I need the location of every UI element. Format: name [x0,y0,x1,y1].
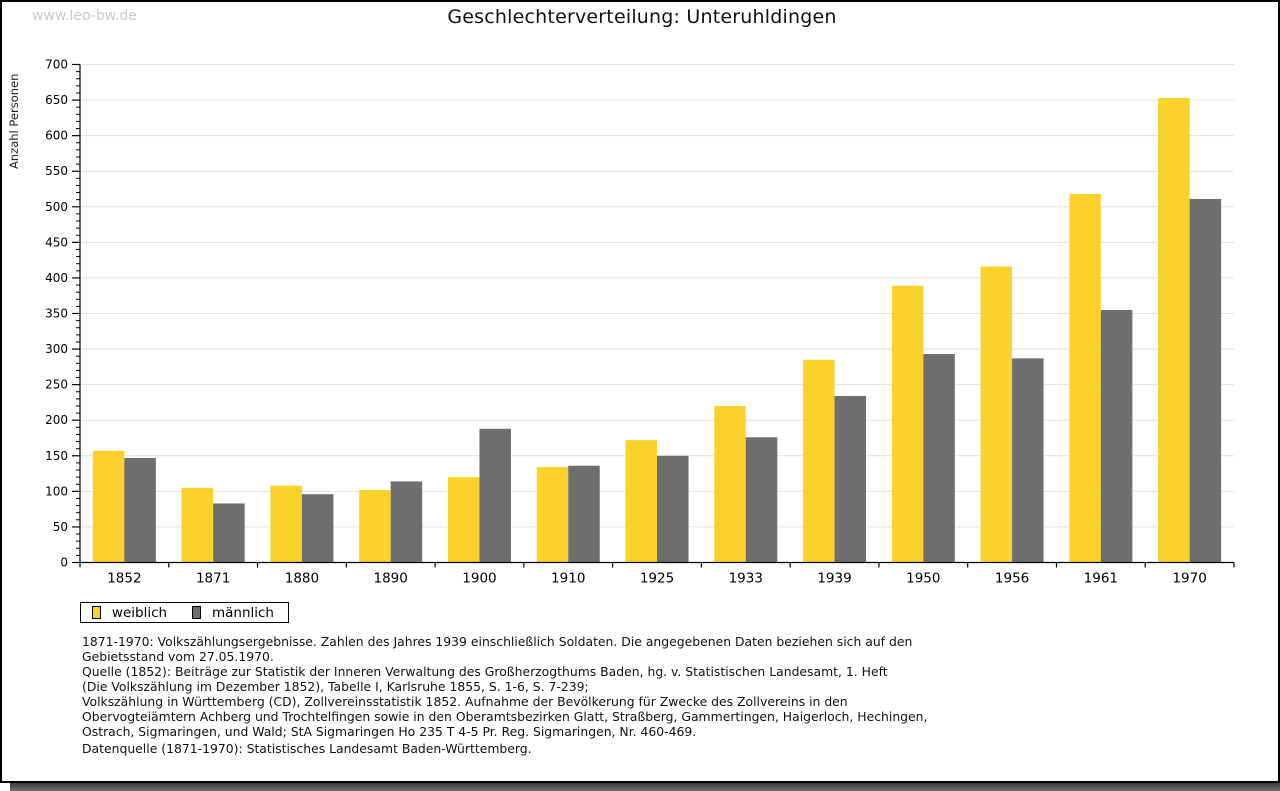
bar-weiblich-1910 [536,467,569,563]
x-tick-label-1910: 1910 [551,571,585,587]
bar-männlich-1950 [923,354,955,563]
x-tick-label-1880: 1880 [285,571,319,587]
legend-label-weiblich: weiblich [111,604,168,621]
bar-weiblich-1956 [980,266,1013,563]
bar-männlich-1970 [1189,198,1222,563]
source-note-line: 1871-1970: Volkszählungsergebnisse. Zahl… [82,634,913,649]
x-tick-label-1925: 1925 [640,571,674,587]
x-tick-label-1871: 1871 [196,571,230,587]
y-tick-label: 500 [45,200,68,214]
y-tick-label: 400 [45,271,68,285]
x-tick-label-1900: 1900 [462,571,496,587]
bar-weiblich-1933 [714,405,746,563]
x-tick-label-1933: 1933 [729,571,763,587]
bar-weiblich-1950 [891,285,924,563]
legend-label-maennlich: männlich [211,604,274,621]
source-note-line: Gebietsstand vom 27.05.1970. [82,649,274,664]
chart-area: 0 50 100 150 200 250 300 350 400 450 500 550 600 650 7… [45,58,1235,587]
x-tick-label-1950: 1950 [906,571,940,587]
y-tick-label: 0 [60,556,68,570]
bar-männlich-1925 [657,455,689,563]
x-tick-label-1890: 1890 [374,571,408,587]
source-note-line: Obervogteiämtern Achberg und Trochtelfin… [82,709,928,724]
bar-männlich-1900 [479,428,511,563]
bar-männlich-1880 [301,494,334,563]
y-tick-label: 350 [45,307,68,321]
y-tick-label: 450 [45,235,68,249]
datasource-note: Datenquelle (1871-1970): Statistisches L… [82,741,532,756]
bar-männlich-1956 [1012,358,1044,563]
bar-männlich-1933 [745,437,778,563]
bar-weiblich-1880 [270,485,302,563]
source-note-line: (Die Volkszählung im Dezember 1852), Tab… [82,679,589,694]
y-tick-label: 200 [45,413,68,427]
bar-weiblich-1939 [803,359,835,563]
watermark: www.leo-bw.de [32,8,137,24]
x-tick-label-1939: 1939 [817,571,851,587]
bar-männlich-1910 [568,465,600,563]
legend: weiblich männlich [80,602,289,623]
page-title: Geschlechterverteilung: Unteruhldingen [447,6,837,28]
bar-männlich-1871 [213,503,245,563]
bar-männlich-1961 [1100,309,1133,563]
x-tick-label-1970: 1970 [1172,571,1206,587]
source-note-line: Ostrach, Sigmaringen, und Wald; StA Sigm… [82,724,697,739]
y-tick-label: 250 [45,378,68,392]
bar-weiblich-1900 [447,477,480,563]
x-tick-label-1956: 1956 [995,571,1029,587]
y-tick-label: 650 [45,93,68,107]
y-tick-label: 300 [45,342,68,356]
legend-swatch-weiblich [92,606,101,619]
bar-weiblich-1970 [1158,97,1190,563]
bar-weiblich-1961 [1069,193,1101,563]
y-tick-label: 700 [45,58,68,72]
bar-männlich-1852 [124,457,156,563]
bar-männlich-1939 [834,396,867,563]
bar-weiblich-1871 [181,487,214,563]
y-tick-label: 50 [53,520,68,534]
y-tick-label: 600 [45,129,68,143]
source-note-line: Volkszählung in Württemberg (CD), Zollve… [82,694,848,709]
x-tick-label-1961: 1961 [1084,571,1118,587]
page-shadow [10,783,1280,791]
x-tick-label-1852: 1852 [107,571,141,587]
bar-männlich-1890 [390,481,423,563]
bar-weiblich-1890 [359,489,391,563]
bar-weiblich-1852 [92,450,125,563]
legend-swatch-maennlich [192,606,201,619]
source-notes: 1871-1970: Volkszählungsergebnisse. Zahl… [82,634,1202,739]
bar-weiblich-1925 [625,440,657,563]
y-tick-label: 550 [45,164,68,178]
y-tick-label: 100 [45,484,68,498]
source-note-line: Quelle (1852): Beiträge zur Statistik de… [82,664,888,679]
y-tick-label: 150 [45,449,68,463]
